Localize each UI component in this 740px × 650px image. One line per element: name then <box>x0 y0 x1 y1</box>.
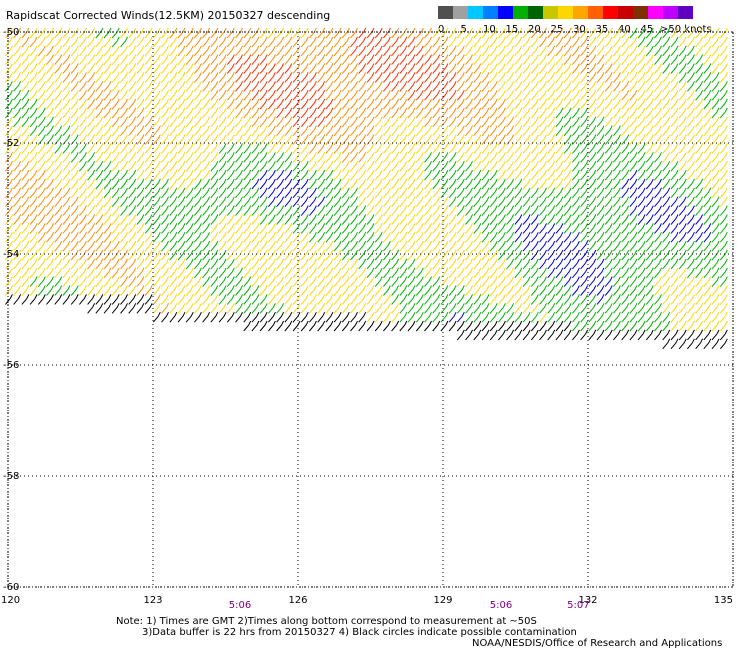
credit-line: NOAA/NESDIS/Office of Research and Appli… <box>472 638 723 649</box>
legend-swatch <box>528 6 543 19</box>
wind-barb-group <box>251 169 712 323</box>
legend-swatch <box>588 6 603 19</box>
legend-label: 15 <box>506 24 519 35</box>
lat-lon-grid <box>7 31 734 588</box>
lat-tick-label: -56 <box>3 360 19 371</box>
map-frame <box>7 31 734 588</box>
notes: Note: 1) Times are GMT 2)Times along bot… <box>116 616 577 638</box>
legend-swatch <box>498 6 513 19</box>
wind-barbs-layer <box>5 27 728 350</box>
wind-barb-group <box>5 294 728 350</box>
legend-swatch <box>573 6 588 19</box>
legend-label: 20 <box>528 24 541 35</box>
pass-time-label: 5:07 <box>567 600 589 611</box>
lon-tick-label: 126 <box>288 595 307 606</box>
pass-time-label: 5:06 <box>490 600 512 611</box>
wind-barb-group <box>5 27 638 314</box>
wind-barb-group <box>5 27 728 332</box>
pass-time-label: 5:06 <box>229 600 251 611</box>
legend-swatch <box>543 6 558 19</box>
map-title: Rapidscat Corrected Winds(12.5KM) 201503… <box>6 9 331 22</box>
legend-label: 0 <box>438 24 444 35</box>
axis-labels: 120 123 126 129 132 135 -50 -52 -54 -56 -58 -60 5:06… <box>1 27 733 611</box>
legend-swatch <box>483 6 498 19</box>
note-line-1: Note: 1) Times are GMT 2)Times along bot… <box>116 616 537 627</box>
legend-swatch <box>513 6 528 19</box>
legend-label: 40 <box>618 24 631 35</box>
legend-label: 30 <box>573 24 586 35</box>
legend-swatch <box>468 6 483 19</box>
legend-label: 10 <box>483 24 496 35</box>
legend-label: 35 <box>596 24 609 35</box>
legend-label: 25 <box>551 24 564 35</box>
legend-swatch <box>438 6 453 19</box>
legend-swatch <box>678 6 693 19</box>
lon-tick-label: 135 <box>714 595 733 606</box>
lat-tick-label: -60 <box>3 582 19 593</box>
legend-swatch <box>558 6 573 19</box>
lat-tick-label: -54 <box>3 249 19 260</box>
lon-tick-label: 132 <box>578 595 597 606</box>
wind-barb-group <box>226 27 465 128</box>
lon-tick-label: 129 <box>433 595 452 606</box>
legend-swatch <box>453 6 468 19</box>
lat-tick-label: -52 <box>3 138 19 149</box>
wind-barb-group <box>5 27 728 332</box>
legend-swatch <box>618 6 633 19</box>
legend-swatch <box>648 6 663 19</box>
lat-tick-label: -58 <box>3 471 19 482</box>
legend-swatch <box>603 6 618 19</box>
legend-swatch <box>663 6 678 19</box>
lon-tick-label: 123 <box>143 595 162 606</box>
legend-label: 45 <box>641 24 654 35</box>
note-line-2: 3)Data buffer is 22 hrs from 20150327 4)… <box>142 627 577 638</box>
lon-tick-label: 120 <box>1 595 20 606</box>
lat-tick-label: -50 <box>3 27 19 38</box>
legend-swatch <box>633 6 648 19</box>
